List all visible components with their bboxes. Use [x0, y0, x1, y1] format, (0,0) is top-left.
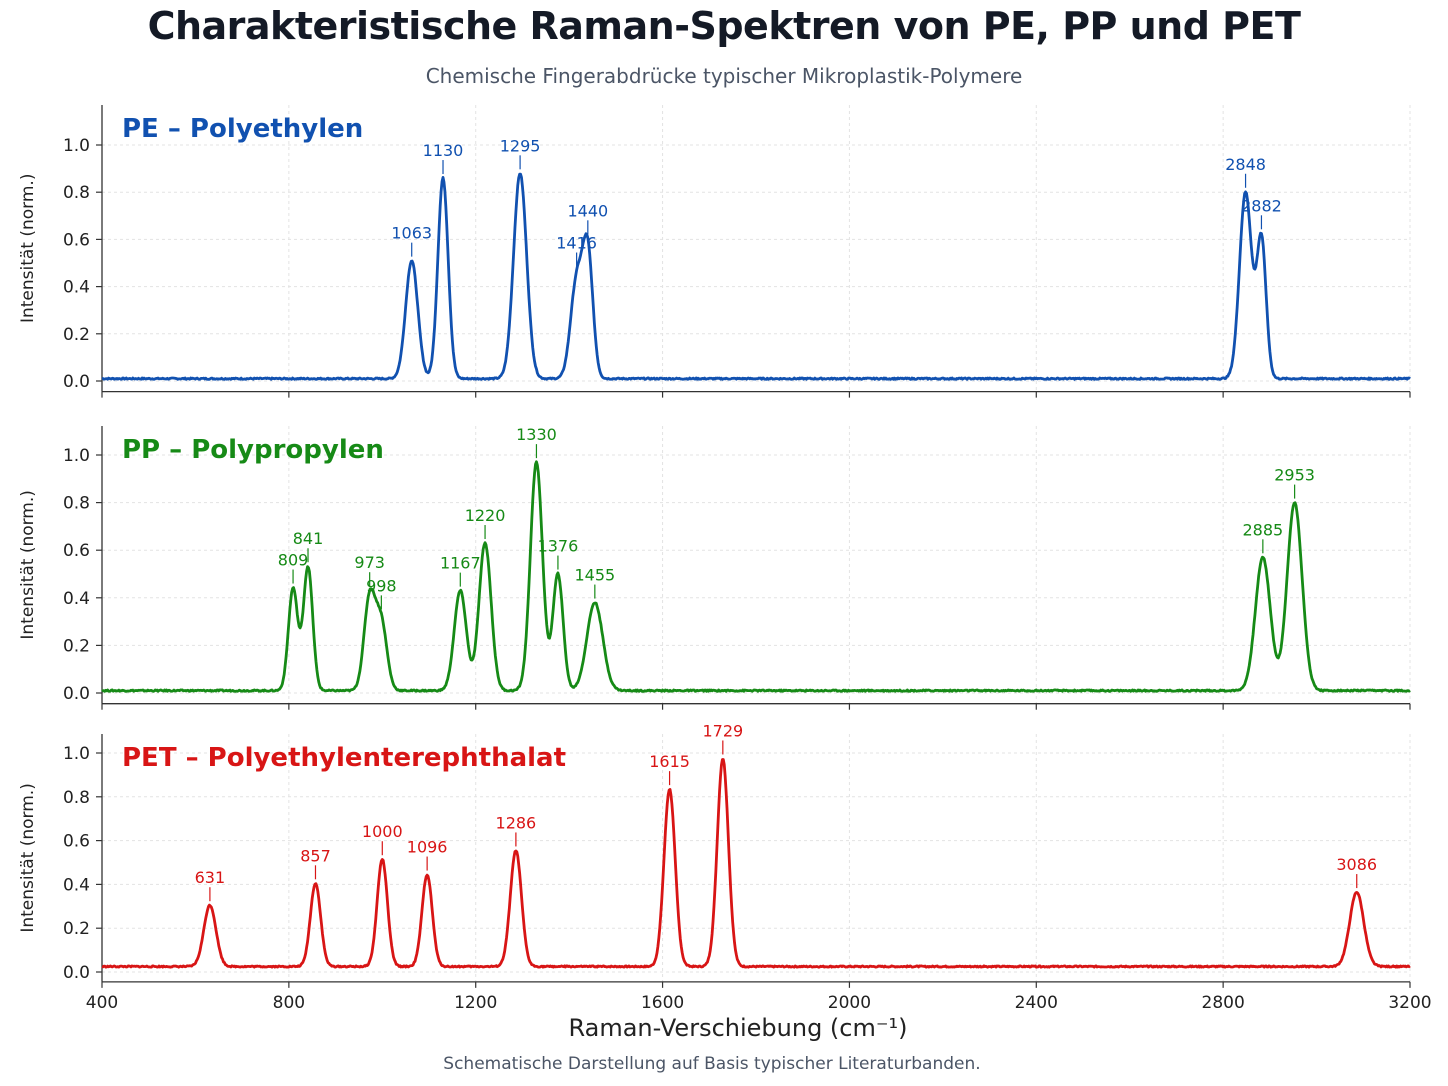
- x-axis-label: Raman-Verschiebung (cm⁻¹): [568, 1014, 908, 1042]
- peak-label: 2953: [1274, 466, 1315, 485]
- x-tick-label: 2400: [1015, 993, 1058, 1013]
- peak-label: 1330: [516, 425, 557, 444]
- x-tick-label: 2800: [1202, 993, 1245, 1013]
- panel-title: PE – Polyethylen: [122, 114, 363, 144]
- spectrum-line: [101, 758, 1411, 969]
- spectrum-line: [101, 172, 1411, 381]
- y-tick-label: 0.0: [63, 684, 90, 704]
- x-tick-label: 2000: [828, 993, 871, 1013]
- peak-label: 841: [293, 529, 324, 548]
- y-tick-label: 0.6: [63, 832, 90, 852]
- y-tick-label: 0.4: [63, 589, 90, 609]
- x-tick-label: 1600: [641, 993, 684, 1013]
- peak-label: 1615: [649, 752, 690, 771]
- peak-label: 809: [278, 551, 309, 570]
- peak-label: 1286: [496, 813, 537, 832]
- peak-label: 1440: [567, 201, 608, 220]
- y-tick-label: 0.8: [63, 494, 90, 514]
- peak-label: 1063: [391, 224, 432, 243]
- peak-label: 2885: [1242, 520, 1283, 539]
- y-tick-label: 0.0: [63, 372, 90, 392]
- peak-label: 3086: [1336, 855, 1377, 874]
- panel-title: PP – Polypropylen: [122, 435, 384, 465]
- peak-label: 1220: [465, 506, 506, 525]
- peak-label: 1455: [574, 566, 615, 585]
- y-tick-label: 1.0: [63, 446, 90, 466]
- y-tick-label: 0.2: [63, 919, 90, 939]
- chart-title: Charakteristische Raman-Spektren von PE,…: [147, 4, 1301, 48]
- y-axis-label: Intensität (norm.): [18, 490, 38, 640]
- peak-label: 2848: [1225, 155, 1266, 174]
- peak-label: 1376: [538, 537, 579, 556]
- x-tick-label: 800: [273, 993, 305, 1013]
- footnote: Schematische Darstellung auf Basis typis…: [443, 1054, 981, 1074]
- y-tick-label: 0.4: [63, 875, 90, 895]
- peak-label: 1096: [407, 838, 448, 857]
- peak-label: 1000: [362, 822, 403, 841]
- y-tick-label: 0.0: [63, 963, 90, 983]
- peak-label: 1295: [500, 136, 541, 155]
- peak-label: 1130: [423, 141, 464, 160]
- x-tick-label: 3200: [1388, 993, 1431, 1013]
- spectrum-line: [101, 460, 1411, 693]
- peak-label: 998: [366, 576, 397, 595]
- y-tick-label: 1.0: [63, 136, 90, 156]
- panel-title: PET – Polyethylenterephthalat: [122, 743, 566, 773]
- y-tick-label: 0.2: [63, 325, 90, 345]
- y-axis-label: Intensität (norm.): [18, 174, 38, 324]
- peak-label: 631: [195, 868, 226, 887]
- peak-label: 1167: [440, 554, 481, 573]
- x-tick-label: 400: [86, 993, 118, 1013]
- peak-label: 1729: [702, 721, 743, 740]
- x-tick-label: 1200: [454, 993, 497, 1013]
- y-tick-label: 1.0: [63, 744, 90, 764]
- y-tick-label: 0.4: [63, 278, 90, 298]
- peak-label: 1416: [556, 234, 597, 253]
- chart-subtitle: Chemische Fingerabdrücke typischer Mikro…: [425, 64, 1023, 88]
- peak-label: 857: [300, 846, 331, 865]
- y-tick-label: 0.2: [63, 636, 90, 656]
- peak-label: 973: [354, 553, 385, 572]
- y-tick-label: 0.6: [63, 230, 90, 250]
- y-tick-label: 0.8: [63, 788, 90, 808]
- y-tick-label: 0.6: [63, 541, 90, 561]
- y-tick-label: 0.8: [63, 183, 90, 203]
- y-axis-label: Intensität (norm.): [18, 783, 38, 933]
- peak-label: 2882: [1241, 196, 1282, 215]
